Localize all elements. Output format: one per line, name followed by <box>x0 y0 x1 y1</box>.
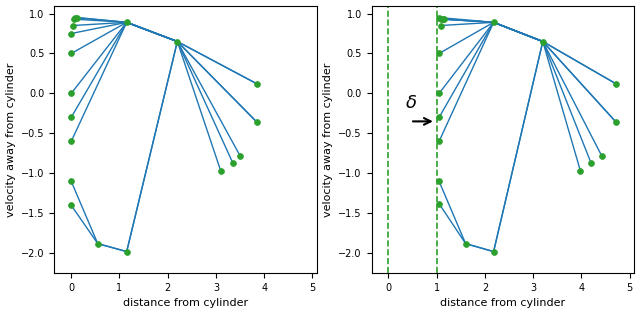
Point <box>434 179 444 184</box>
Point <box>252 120 262 125</box>
Point <box>435 23 445 28</box>
Point <box>172 39 182 44</box>
Point <box>216 168 226 173</box>
Point <box>434 201 444 206</box>
Point <box>252 81 262 86</box>
X-axis label: distance from cylinder: distance from cylinder <box>124 298 248 308</box>
Point <box>434 91 444 96</box>
X-axis label: distance from cylinder: distance from cylinder <box>440 298 566 308</box>
Point <box>66 203 76 208</box>
Point <box>66 115 76 120</box>
Point <box>575 168 586 173</box>
Y-axis label: velocity away from cylinder: velocity away from cylinder <box>323 62 333 217</box>
Point <box>66 139 76 144</box>
Point <box>586 160 596 165</box>
Point <box>66 179 76 184</box>
Point <box>434 139 444 144</box>
Point <box>66 31 76 36</box>
Point <box>538 39 548 44</box>
Text: $\delta$: $\delta$ <box>405 94 417 112</box>
Point <box>70 15 80 20</box>
Point <box>93 241 103 246</box>
Point <box>228 160 238 165</box>
Point <box>66 91 76 96</box>
Point <box>611 81 621 86</box>
Point <box>434 115 444 120</box>
Point <box>436 17 447 22</box>
Point <box>611 120 621 125</box>
Point <box>235 153 245 158</box>
Point <box>438 17 448 22</box>
Point <box>488 249 499 254</box>
Point <box>434 51 444 56</box>
Point <box>596 153 607 158</box>
Point <box>439 17 449 22</box>
Point <box>461 241 471 246</box>
Point <box>72 15 82 20</box>
Point <box>122 249 132 254</box>
Point <box>122 20 132 25</box>
Point <box>68 17 79 22</box>
Y-axis label: velocity away from cylinder: velocity away from cylinder <box>6 62 15 217</box>
Point <box>66 51 76 56</box>
Point <box>434 15 444 20</box>
Point <box>488 20 499 25</box>
Point <box>68 23 78 28</box>
